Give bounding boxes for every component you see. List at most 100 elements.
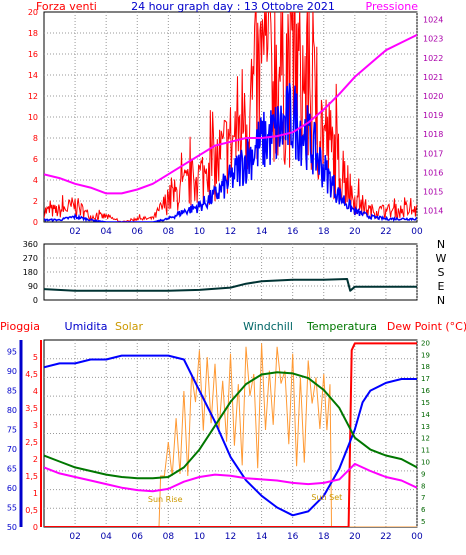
p1-x-tick: 14 [256,227,268,237]
rain-axis-tick: 4 [33,387,38,396]
temperature-axis-tick: 18 [421,363,430,371]
temperature-axis-tick: 15 [421,399,430,407]
left-axis-tick: 18 [28,29,38,38]
sunset-label: Sun Set [311,493,342,502]
right-axis-label: Pressione [366,0,419,13]
temperature-axis-tick: 17 [421,375,430,383]
left-axis-tick: 6 [33,155,38,164]
p3-x-tick: 16 [287,532,299,542]
rain-axis-tick: 4,5 [25,370,38,379]
wind-speed-line [44,12,417,222]
left-axis-tick: 2 [33,197,38,206]
p3-x-tick: 20 [349,532,361,542]
left-axis-tick: 4 [33,176,38,185]
right-axis-tick: 1016 [423,168,443,177]
p1-x-tick: 00 [411,227,423,237]
humidity-axis-tick: 75 [7,426,17,435]
compass-label: S [438,266,445,279]
temperature-axis-tick: 7 [421,494,425,502]
humidity-axis-tick: 70 [7,445,17,454]
compass-label: N [437,294,445,307]
humidity-axis-tick: 90 [7,367,17,376]
dew-point-line [44,462,417,493]
rain-axis-tick: 1 [33,489,38,498]
y-axis-tick: 180 [23,268,38,277]
humidity-axis-tick: 85 [7,387,17,396]
y-axis-tick: 360 [23,240,38,249]
p3-x-tick: 22 [380,532,391,542]
chart-title: 24 hour graph day : 13 Ottobre 2021 [131,0,335,13]
sunrise-label: Sun Rise [148,495,183,504]
right-axis-tick: 1015 [423,187,443,196]
p3-x-tick: 02 [69,532,80,542]
p3-x-tick: 12 [225,532,236,542]
right-axis-tick: 1020 [423,92,443,101]
p1-x-tick: 04 [100,227,112,237]
p3-x-tick: 14 [256,532,268,542]
y-axis-tick: 0 [33,296,38,305]
rain-axis-tick: 0,5 [25,506,38,515]
legend-label: Pioggia [0,320,40,333]
wind-gust-line [44,83,417,222]
right-axis-tick: 1024 [423,16,443,25]
temperature-axis-tick: 20 [421,339,430,347]
rain-axis-tick: 2 [33,455,38,464]
rain-axis-tick: 3,5 [25,404,38,413]
temperature-axis-tick: 11 [421,447,430,455]
humidity-axis-tick: 50 [7,523,17,532]
p1-x-tick: 02 [69,227,80,237]
temperature-axis-tick: 5 [421,518,425,526]
legend-label: Solar [115,320,144,333]
p1-x-tick: 20 [349,227,361,237]
rain-axis-tick: 5 [33,353,38,362]
p3-x-tick: 18 [318,532,330,542]
y-axis-tick: 90 [28,282,38,291]
temperature-axis-tick: 12 [421,435,430,443]
p1-x-tick: 16 [287,227,299,237]
humidity-line [44,354,417,517]
temperature-axis-tick: 13 [421,423,430,431]
right-axis-tick: 1018 [423,130,443,139]
temperature-axis-tick: 16 [421,387,430,395]
temperature-axis-tick: 9 [421,470,425,478]
right-axis-tick: 1014 [423,207,443,216]
humidity-axis-tick: 65 [7,465,17,474]
left-axis-tick: 14 [28,71,38,80]
p1-x-tick: 18 [318,227,330,237]
left-axis-tick: 10 [28,113,38,122]
legend-label: Temperatura [306,320,377,333]
right-axis-tick: 1023 [423,35,443,44]
left-axis-tick: 16 [28,50,38,59]
p3-x-tick: 10 [194,532,206,542]
compass-label: W [436,252,447,265]
humidity-axis-tick: 60 [7,484,17,493]
y-axis-tick: 270 [23,254,38,263]
left-axis-label: Forza venti [36,0,97,13]
legend-label: Dew Point (°C) [387,320,466,333]
temperature-axis-tick: 19 [421,351,430,359]
right-axis-tick: 1021 [423,73,443,82]
p3-x-tick: 08 [163,532,175,542]
temperature-line [44,371,417,480]
left-axis-tick: 20 [28,8,38,17]
left-axis-tick: 12 [28,92,38,101]
temperature-axis-tick: 14 [421,411,430,419]
p3-x-tick: 04 [100,532,112,542]
temperature-humidity-panel: Pioggia Umidita Solar Windchill Temperatura D… [0,320,466,542]
rain-axis-tick: 2,5 [25,438,38,447]
p3-x-tick: 00 [411,532,423,542]
right-axis-tick: 1022 [423,54,443,63]
solar-line [44,343,417,527]
right-axis-tick: 1019 [423,111,443,120]
rain-axis-tick: 1,5 [25,472,38,481]
compass-label: N [437,238,445,251]
p3-x-tick: 06 [132,532,144,542]
right-axis-tick: 1017 [423,149,443,158]
temperature-axis-tick: 10 [421,458,430,466]
p1-x-tick: 08 [163,227,175,237]
legend-label: Umidita [65,320,108,333]
plot-series [44,12,417,222]
wind-pressure-panel: 0246810121416182010141015101610171018101… [28,0,444,237]
